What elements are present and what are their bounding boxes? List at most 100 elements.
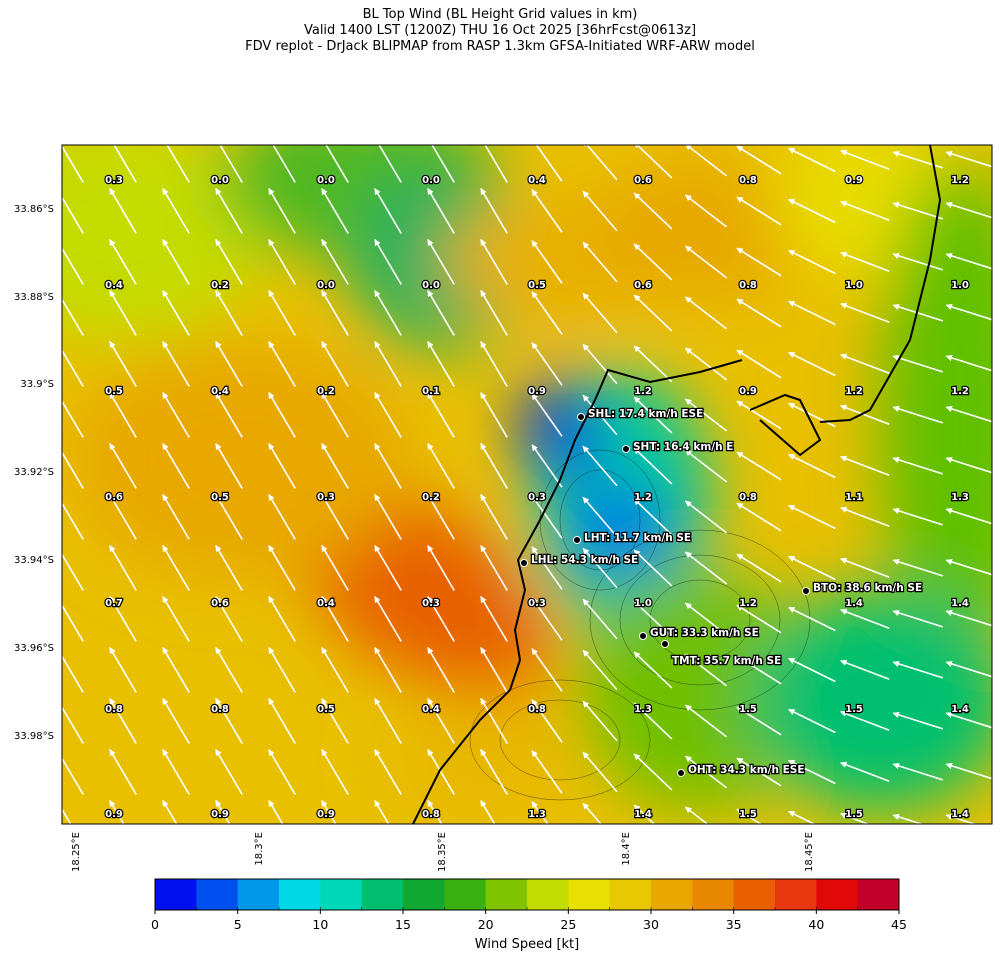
wind-arrow — [321, 698, 349, 744]
wind-arrow — [945, 456, 992, 474]
wind-arrow — [736, 502, 782, 532]
wind-arrow — [480, 188, 508, 234]
wind-arrow — [892, 405, 944, 424]
bl-height-value: 0.9 — [317, 809, 335, 820]
bl-height-value: 0.0 — [317, 175, 335, 186]
wind-arrow — [582, 145, 618, 181]
wind-arrow — [892, 201, 944, 220]
wind-arrow — [215, 239, 243, 285]
wind-arrow — [531, 291, 563, 335]
wind-arrow — [736, 808, 763, 824]
wind-arrow — [427, 698, 455, 744]
wind-arrow — [62, 647, 84, 693]
wind-arrow — [321, 443, 349, 489]
wind-arrow — [684, 449, 728, 483]
wind-arrow — [531, 145, 563, 182]
wind-arrow — [582, 649, 618, 691]
wind-arrow — [62, 749, 84, 795]
wind-arrow — [633, 651, 673, 689]
wind-arrow — [788, 453, 836, 479]
wind-arrow — [531, 189, 563, 233]
wind-arrow — [268, 545, 296, 591]
station-label: LHL: 54.3 km/h SE — [531, 554, 638, 566]
bl-height-value: 1.2 — [634, 386, 652, 397]
wind-arrow — [374, 749, 402, 795]
wind-arrow — [268, 749, 296, 795]
colorbar-label: Wind Speed [kt] — [475, 937, 579, 952]
wind-arrow — [162, 392, 190, 438]
bl-height-value: 0.8 — [739, 280, 757, 291]
wind-arrow — [162, 341, 190, 387]
station-label: LHT: 11.7 km/h SE — [584, 532, 691, 544]
wind-arrow — [268, 290, 296, 336]
wind-arrow — [736, 604, 782, 634]
station-label: SHT: 16.4 km/h E — [633, 441, 733, 453]
wind-arrow — [684, 296, 728, 330]
wind-arrow — [582, 700, 618, 742]
bl-height-value: 1.2 — [845, 386, 863, 397]
wind-arrow — [480, 596, 508, 642]
bl-height-value: 0.0 — [422, 175, 440, 186]
station-label: SHL: 17.4 km/h ESE — [588, 408, 703, 420]
wind-arrow — [374, 545, 402, 591]
bl-height-value: 0.3 — [105, 175, 123, 186]
wind-arrow — [62, 239, 84, 285]
wind-arrow — [840, 506, 890, 528]
wind-arrow — [840, 455, 890, 477]
wind-arrow — [62, 596, 84, 642]
wind-arrow — [109, 596, 137, 642]
wind-arrow — [427, 596, 455, 642]
wind-arrow — [788, 810, 816, 824]
lat-tick-label: 33.96°S — [14, 643, 54, 654]
bl-height-value: 0.6 — [105, 492, 123, 503]
colorbar-bin — [692, 879, 735, 910]
wind-arrow — [684, 500, 728, 534]
wind-arrow — [684, 806, 709, 824]
wind-arrow — [945, 252, 992, 270]
wind-arrow — [788, 708, 836, 734]
bl-height-value: 0.3 — [528, 598, 546, 609]
colorbar-tick-label: 5 — [234, 917, 242, 932]
wind-arrow — [684, 755, 728, 789]
bl-height-value: 0.8 — [739, 492, 757, 503]
wind-arrow — [109, 188, 137, 234]
terrain-contours — [469, 449, 811, 801]
station-dot — [639, 632, 647, 640]
wind-arrow — [321, 239, 349, 285]
wind-arrow — [788, 198, 836, 224]
wind-arrow — [215, 494, 243, 540]
wind-arrow — [945, 507, 992, 525]
lat-tick-label: 33.94°S — [14, 555, 54, 566]
colorbar-tick-label: 40 — [808, 917, 824, 932]
wind-arrow — [427, 290, 455, 336]
wind-arrow — [945, 660, 992, 678]
wind-arrow — [427, 443, 455, 489]
wind-arrow — [531, 597, 563, 641]
wind-arrow — [892, 303, 944, 322]
wind-arrow — [582, 445, 618, 487]
wind-arrow — [109, 290, 137, 336]
wind-arrow — [788, 351, 836, 377]
bl-height-value: 1.0 — [634, 598, 652, 609]
bl-height-value: 1.4 — [634, 809, 652, 820]
wind-arrow — [427, 749, 455, 795]
bl-height-value: 0.9 — [739, 386, 757, 397]
colorbar-bin — [857, 879, 900, 910]
wind-arrow — [633, 447, 673, 485]
wind-arrow — [215, 188, 243, 234]
wind-arrow — [531, 393, 563, 437]
wind-arrow — [788, 759, 836, 785]
bl-height-value: 0.8 — [739, 175, 757, 186]
bl-height-value: 0.0 — [317, 280, 335, 291]
wind-arrow — [945, 354, 992, 372]
wind-arrow — [480, 545, 508, 591]
wind-arrow — [531, 495, 563, 539]
bl-height-value: 0.3 — [317, 492, 335, 503]
wind-arrow — [215, 341, 243, 387]
station-label: BTO: 38.6 km/h SE — [813, 582, 922, 594]
station-dot — [520, 559, 528, 567]
wind-arrow — [945, 303, 992, 321]
colorbar-bin — [816, 879, 859, 910]
lon-tick-label: 18.45°E — [804, 832, 815, 872]
bl-height-value: 1.2 — [951, 386, 969, 397]
